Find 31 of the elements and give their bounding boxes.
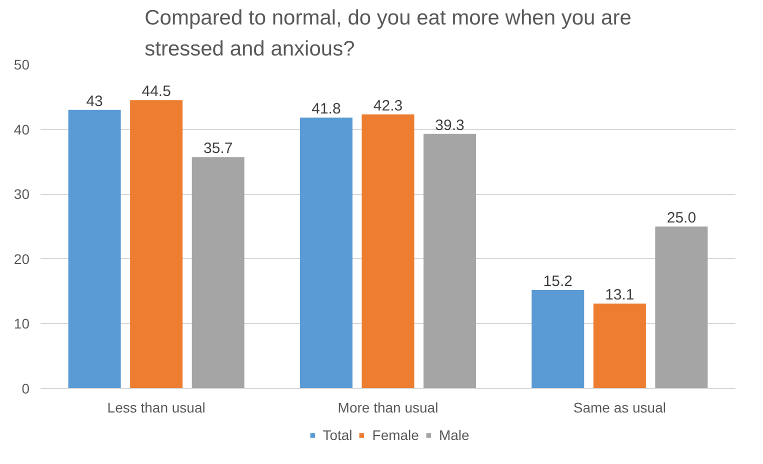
data-label: 25.0	[666, 210, 696, 226]
x-tick-label: Less than usual	[107, 400, 206, 416]
y-tick-label: 0	[22, 380, 30, 396]
y-tick-label: 20	[14, 250, 30, 267]
data-label: 42.3	[373, 97, 403, 114]
data-label: 43	[86, 92, 103, 110]
y-tick-label: 40	[14, 121, 30, 138]
bar	[655, 226, 708, 388]
bar	[300, 118, 352, 388]
data-label: 13.1	[605, 286, 634, 304]
y-tick-label: 10	[14, 316, 30, 332]
data-label: 44.5	[142, 83, 171, 100]
y-tick-label: 50	[14, 56, 30, 72]
data-label: 41.8	[312, 100, 341, 118]
chart-title: Compared to normal, do you eat more when you are stressed and anxious?	[144, 6, 632, 60]
data-label: 35.7	[204, 140, 233, 158]
data-label: 15.2	[543, 273, 572, 290]
bar	[424, 134, 476, 388]
bar	[593, 304, 646, 388]
bar	[130, 100, 183, 388]
y-tick-label: 30	[14, 186, 30, 202]
bar	[362, 114, 414, 388]
legend-label: Female	[372, 427, 419, 443]
legend-label: Male	[438, 427, 470, 443]
x-tick-label: Same as usual	[573, 400, 666, 416]
bar	[68, 110, 121, 388]
x-tick-label: More than usual	[338, 400, 438, 416]
bar	[192, 157, 244, 388]
data-label: 39.3	[435, 116, 464, 134]
legend-label: Total	[322, 427, 352, 443]
bar	[532, 290, 584, 388]
